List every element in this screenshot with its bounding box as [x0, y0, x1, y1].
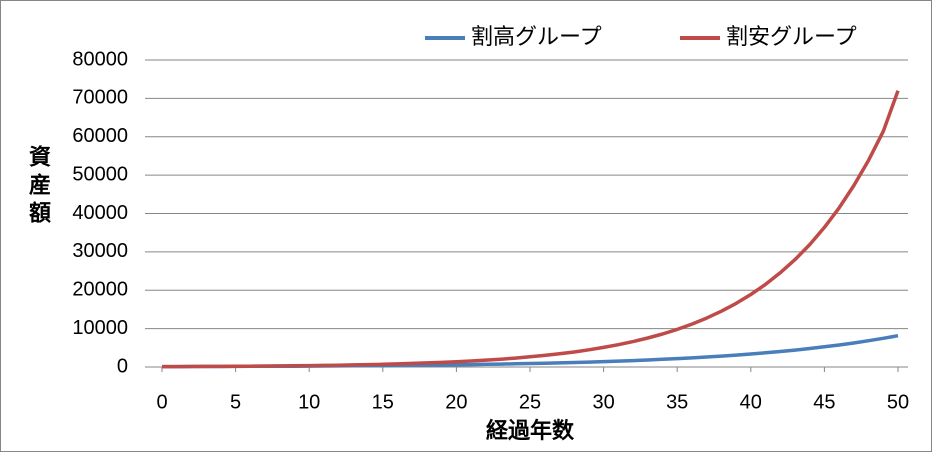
- data-line: [162, 90, 900, 369]
- legend-label: 割安グループ: [726, 25, 857, 50]
- x-tick-label: 45: [813, 391, 835, 413]
- y-tick-label: 20000: [72, 279, 128, 301]
- x-tick-label: 0: [156, 391, 167, 413]
- legend-label: 割高グループ: [471, 25, 602, 50]
- x-tick-label: 30: [592, 391, 614, 413]
- x-tick-label: 50: [887, 391, 909, 413]
- y-tick-label: 0: [117, 355, 128, 377]
- y-tick-label: 10000: [72, 317, 128, 339]
- y-tick-label: 30000: [72, 240, 128, 262]
- y-axis-label: 資産額: [25, 144, 51, 229]
- x-tick-label: 15: [372, 391, 394, 413]
- x-tick-label: 35: [666, 391, 688, 413]
- y-tick-label: 50000: [72, 163, 128, 185]
- x-tick-label: 5: [230, 391, 241, 413]
- x-tick-label: 25: [519, 391, 541, 413]
- x-tick-label: 20: [445, 391, 467, 413]
- x-tick-label: 10: [298, 391, 320, 413]
- y-tick-label: 60000: [72, 125, 128, 147]
- y-tick-label: 70000: [72, 87, 128, 109]
- y-tick-label: 80000: [72, 48, 128, 70]
- x-tick-label: 40: [740, 391, 762, 413]
- x-axis-label: 経過年数: [486, 418, 575, 444]
- y-tick-label: 40000: [72, 202, 128, 224]
